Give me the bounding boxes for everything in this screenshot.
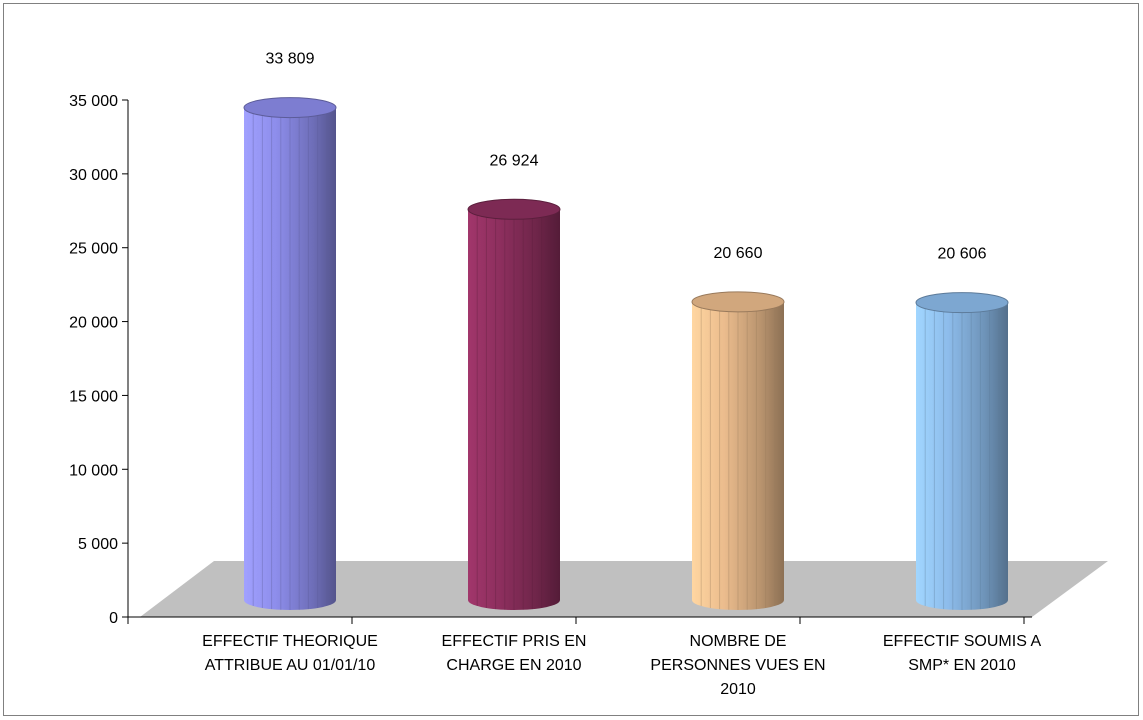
y-tick-label: 20 000 xyxy=(69,315,118,332)
chart-frame: 0 5 000 10 000 15 000 20 000 25 000 30 000 35 0… xyxy=(3,3,1139,716)
bar-cylinder xyxy=(467,198,561,610)
x-tick-label: NOMBRE DE PERSONNES VUES EN 2010 xyxy=(650,633,825,698)
bar-top xyxy=(467,198,561,220)
bar-top xyxy=(243,97,337,119)
data-label: 33 809 xyxy=(266,51,315,68)
chart-svg: 0 5 000 10 000 15 000 20 000 25 000 30 000 35 0… xyxy=(69,51,1108,698)
y-tick-label: 0 xyxy=(109,610,118,627)
data-label: 26 924 xyxy=(490,152,539,169)
bar-body xyxy=(244,107,336,610)
y-tick-label: 10 000 xyxy=(69,462,118,479)
bar-cylinder xyxy=(915,292,1009,610)
x-tick-label: EFFECTIF SOUMIS A SMP* EN 2010 xyxy=(883,633,1042,674)
y-tick-label: 15 000 xyxy=(69,388,118,405)
data-label: 20 606 xyxy=(938,246,987,263)
chart-floor xyxy=(140,561,1108,617)
bar-body xyxy=(468,209,560,610)
data-labels: 33 809 26 924 20 660 20 606 xyxy=(266,51,987,263)
bar-cylinder xyxy=(243,97,337,610)
y-tick-label: 30 000 xyxy=(69,167,118,184)
bars xyxy=(243,97,1009,610)
floor-plane xyxy=(140,561,1108,617)
x-tick-label: EFFECTIF PRIS EN CHARGE EN 2010 xyxy=(442,633,587,674)
x-axis: EFFECTIF THEORIQUE ATTRIBUE AU 01/01/10 EF… xyxy=(127,616,1042,698)
bar-body xyxy=(916,302,1008,610)
y-axis: 0 5 000 10 000 15 000 20 000 25 000 30 000 35 0… xyxy=(69,93,129,627)
y-tick-label: 5 000 xyxy=(78,536,118,553)
y-tick-label: 35 000 xyxy=(69,93,118,110)
x-tick-label: EFFECTIF THEORIQUE ATTRIBUE AU 01/01/10 xyxy=(202,633,378,674)
data-label: 20 660 xyxy=(714,245,763,262)
y-tick-label: 25 000 xyxy=(69,241,118,258)
bar-body xyxy=(692,301,784,610)
bar-top xyxy=(915,292,1009,314)
bar-top xyxy=(691,291,785,313)
bar-cylinder xyxy=(691,291,785,610)
